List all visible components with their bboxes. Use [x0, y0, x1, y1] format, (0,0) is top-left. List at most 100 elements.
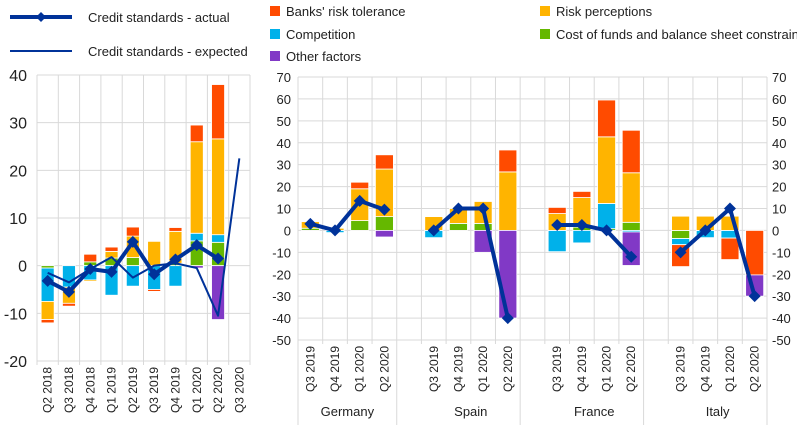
y-tick-label-right: 70 — [772, 70, 786, 85]
legend-risk-swatch — [540, 6, 550, 16]
x-tick-label: Q3 2019 — [550, 346, 564, 392]
spain-actual-line — [432, 206, 510, 319]
ea-actual-marker — [169, 253, 182, 266]
legend-other-swatch — [270, 51, 280, 61]
y-tick-label-left: -50 — [272, 333, 291, 348]
ea-bar-competition — [62, 265, 76, 288]
germany-bar-cost — [350, 220, 370, 231]
ea-bar-cost — [125, 257, 140, 267]
y-tick-label-right: 0 — [772, 223, 779, 238]
italy-actual-marker — [748, 290, 761, 303]
france-actual-marker — [600, 224, 613, 237]
ea-bar-banks — [189, 124, 204, 143]
ea-actual-marker — [62, 285, 75, 298]
ea-bar-competition — [168, 265, 183, 287]
x-tick-label: Q4 2018 — [83, 367, 97, 413]
france-actual-line — [557, 222, 633, 259]
germany-actual-marker — [329, 224, 342, 237]
y-tick-label-right: -20 — [772, 267, 791, 282]
italy-bar-risk — [671, 215, 691, 231]
legend: Credit standards - actual Credit standar… — [10, 4, 797, 64]
y-tick-label: 10 — [9, 211, 27, 228]
y-tick-label: -20 — [4, 354, 27, 371]
y-tick-label-left: 0 — [284, 223, 291, 238]
group-label: Spain — [454, 404, 487, 419]
spain-actual-marker — [452, 202, 465, 215]
germany-actual-marker — [378, 203, 391, 216]
spain-actual-marker — [477, 202, 490, 215]
france-actual-marker — [575, 218, 588, 231]
x-tick-label: Q2 2019 — [126, 367, 140, 413]
x-tick-label: Q4 2019 — [168, 367, 182, 413]
y-tick-label-left: 20 — [277, 180, 291, 195]
x-tick-label: Q1 2020 — [190, 367, 204, 413]
x-tick-label: Q1 2019 — [105, 367, 119, 413]
x-tick-label: Q1 2020 — [476, 346, 490, 392]
italy-actual-marker — [699, 224, 712, 237]
y-tick-label-left: -40 — [272, 311, 291, 326]
y-tick-label-left: -30 — [272, 289, 291, 304]
ea-actual-marker — [84, 263, 97, 276]
legend-cost-label: Cost of funds and balance sheet constrai… — [556, 27, 797, 42]
legend-competition-label: Competition — [286, 27, 355, 42]
x-tick-label: Q4 2019 — [698, 346, 712, 392]
ea-bar-banks — [125, 226, 140, 237]
y-tick-label-left: 30 — [277, 158, 291, 173]
italy-bar-cost — [671, 230, 691, 239]
legend-banks-swatch — [270, 6, 280, 16]
y-tick-label: 20 — [9, 163, 27, 180]
france-bar-risk — [621, 172, 641, 223]
y-tick-label-right: -30 — [772, 289, 791, 304]
germany-bar-cost — [374, 216, 394, 231]
x-tick-label: Q3 2019 — [303, 346, 317, 392]
x-tick-label: Q4 2019 — [328, 346, 342, 392]
ea-actual-marker — [190, 239, 203, 252]
y-tick-label-left: 50 — [277, 114, 291, 129]
y-tick-label-right: -40 — [772, 311, 791, 326]
y-tick-label-left: 70 — [277, 70, 291, 85]
x-tick-label: Q3 2019 — [674, 346, 688, 392]
y-tick-label-right: 60 — [772, 92, 786, 107]
y-tick-label-right: 50 — [772, 114, 786, 129]
legend-actual-label: Credit standards - actual — [88, 10, 230, 25]
spain-bar-banks — [498, 149, 518, 173]
france-actual-marker — [551, 218, 564, 231]
italy-actual-marker — [674, 246, 687, 259]
france-bar-risk — [597, 136, 616, 204]
france-bar-competition — [547, 230, 567, 253]
spain-actual-marker — [427, 224, 440, 237]
x-tick-label: Q1 2020 — [600, 346, 614, 392]
germany-bar-banks — [374, 154, 394, 170]
ea-bar-banks — [40, 319, 55, 324]
ea-bar-risk — [40, 301, 55, 320]
legend-actual-marker — [36, 12, 46, 22]
y-tick-label-right: -10 — [772, 245, 791, 260]
legend-cost-swatch — [540, 29, 550, 39]
france-bar-competition — [572, 230, 592, 244]
legend-competition-swatch — [270, 29, 280, 39]
germany-actual-marker — [304, 217, 317, 230]
ea-bar-banks — [147, 289, 162, 292]
legend-expected-label: Credit standards - expected — [88, 44, 248, 59]
ea-bar-competition — [211, 234, 225, 243]
x-tick-label: Q2 2020 — [624, 346, 638, 392]
x-tick-label: Q2 2020 — [377, 346, 391, 392]
x-tick-label: Q2 2020 — [211, 367, 225, 413]
y-tick-label: 40 — [9, 68, 27, 85]
y-tick-label-right: 20 — [772, 180, 786, 195]
group-label: Germany — [321, 404, 375, 419]
ea-actual-marker — [212, 252, 225, 265]
x-tick-label: Q2 2018 — [41, 367, 55, 413]
germany-actual-marker — [353, 194, 366, 207]
ea-actual-marker — [105, 265, 118, 278]
x-tick-label: Q2 2020 — [501, 346, 515, 392]
group-label: France — [574, 404, 614, 419]
germany-bar-other — [374, 230, 394, 238]
france-actual-marker — [625, 250, 638, 263]
ea-bar-risk — [147, 240, 162, 267]
x-tick-label: Q3 2019 — [427, 346, 441, 392]
y-tick-label: 30 — [9, 116, 27, 133]
x-tick-label: Q3 2019 — [147, 367, 161, 413]
x-tick-label: Q4 2019 — [575, 346, 589, 392]
